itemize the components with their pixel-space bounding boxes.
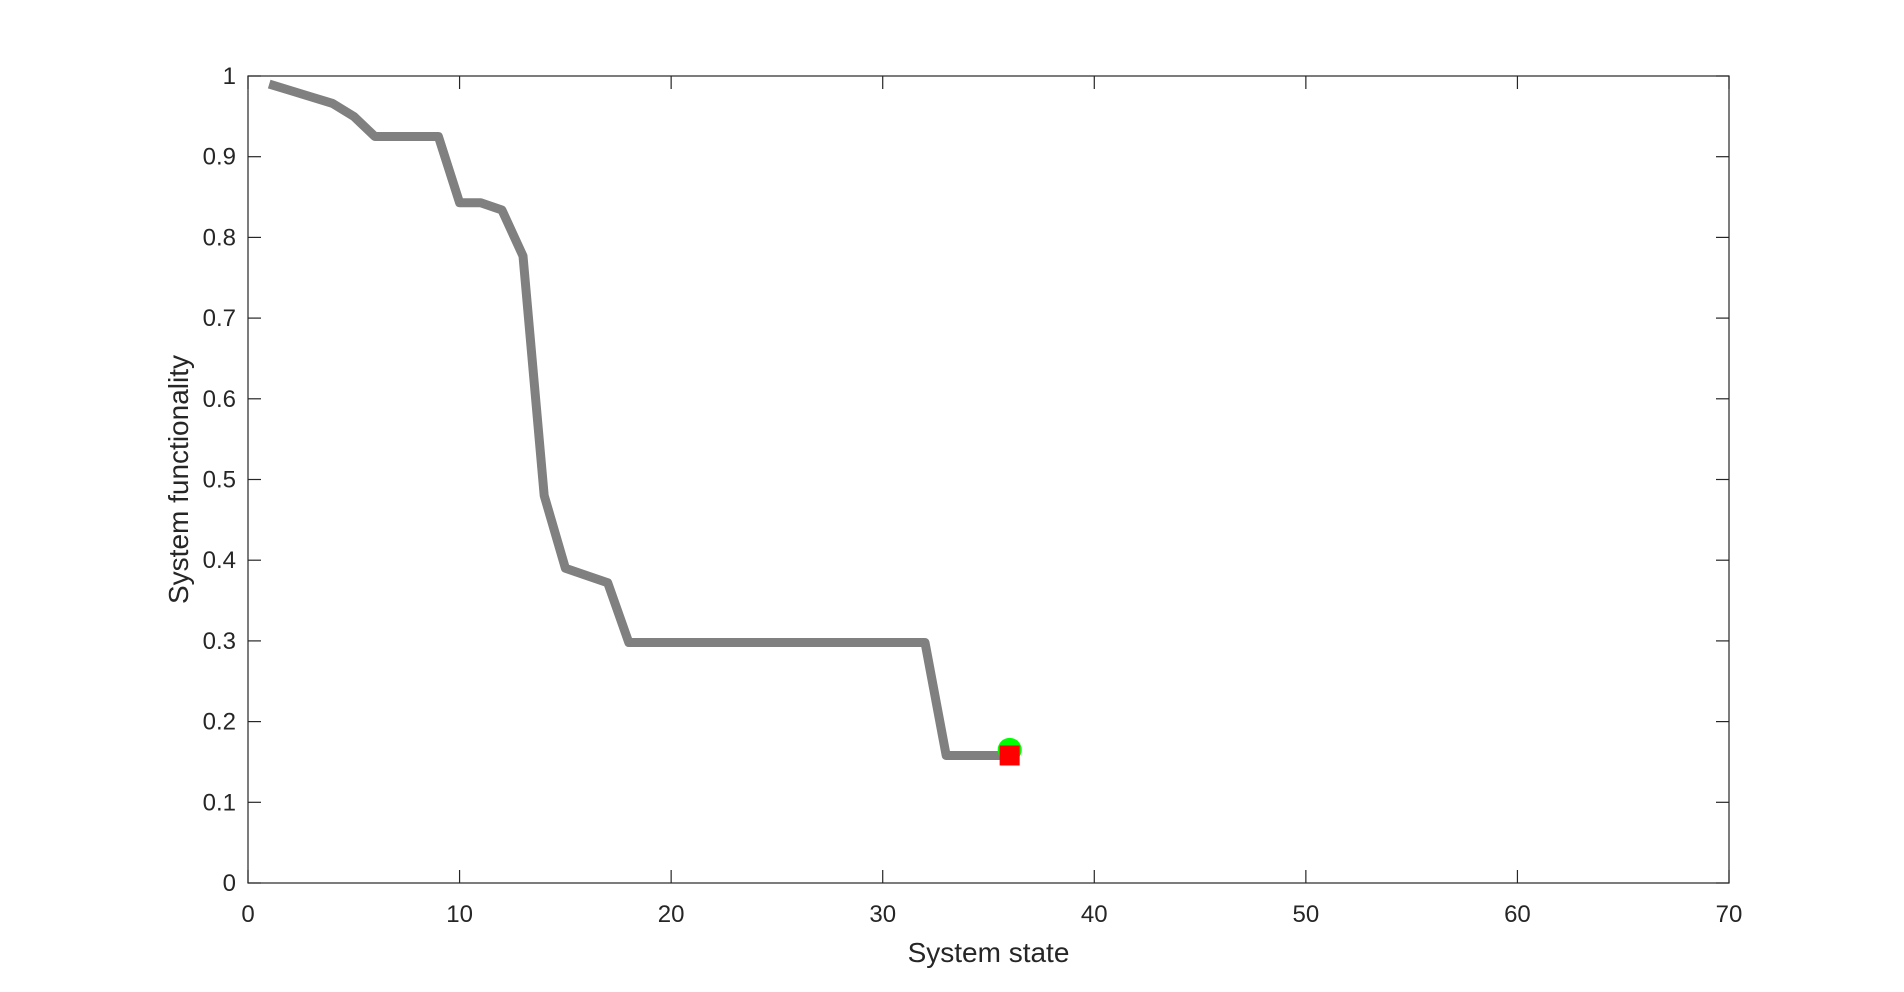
marker-square-2 [999, 745, 1020, 766]
series-line-1 [267, 79, 1010, 760]
x-tick-label: 70 [1716, 901, 1743, 928]
x-tick-label: 30 [869, 901, 896, 928]
x-tick-label: 60 [1504, 901, 1531, 928]
y-tick-label: 0.8 [203, 224, 236, 251]
y-tick-label: 0.4 [203, 547, 236, 574]
plot-area [267, 79, 1022, 766]
x-tick-label: 50 [1293, 901, 1320, 928]
y-tick-label: 0.1 [203, 789, 236, 816]
y-tick-label: 0 [223, 870, 236, 897]
y-axis-label: System functionality [163, 355, 194, 604]
y-tick-label: 0.6 [203, 386, 236, 413]
y-tick-label: 0.9 [203, 144, 236, 171]
x-tick-label: 0 [241, 901, 254, 928]
axes: 0 10 20 30 40 50 60 70 0 0.1 0.2 0.3 0.4 0.5 0.6 0.7 0.8… [203, 63, 1743, 928]
y-tick-label: 0.3 [203, 628, 236, 655]
y-tick-label: 0.2 [203, 709, 236, 736]
x-tick-label: 20 [658, 901, 685, 928]
y-tick-label: 1 [223, 63, 236, 90]
y-tick-label: 0.7 [203, 305, 236, 332]
axes-box [247, 75, 1730, 884]
x-tick-label: 40 [1081, 901, 1108, 928]
y-tick-label: 0.5 [203, 467, 236, 494]
x-tick-label: 10 [446, 901, 473, 928]
x-axis-label: System state [908, 937, 1070, 968]
